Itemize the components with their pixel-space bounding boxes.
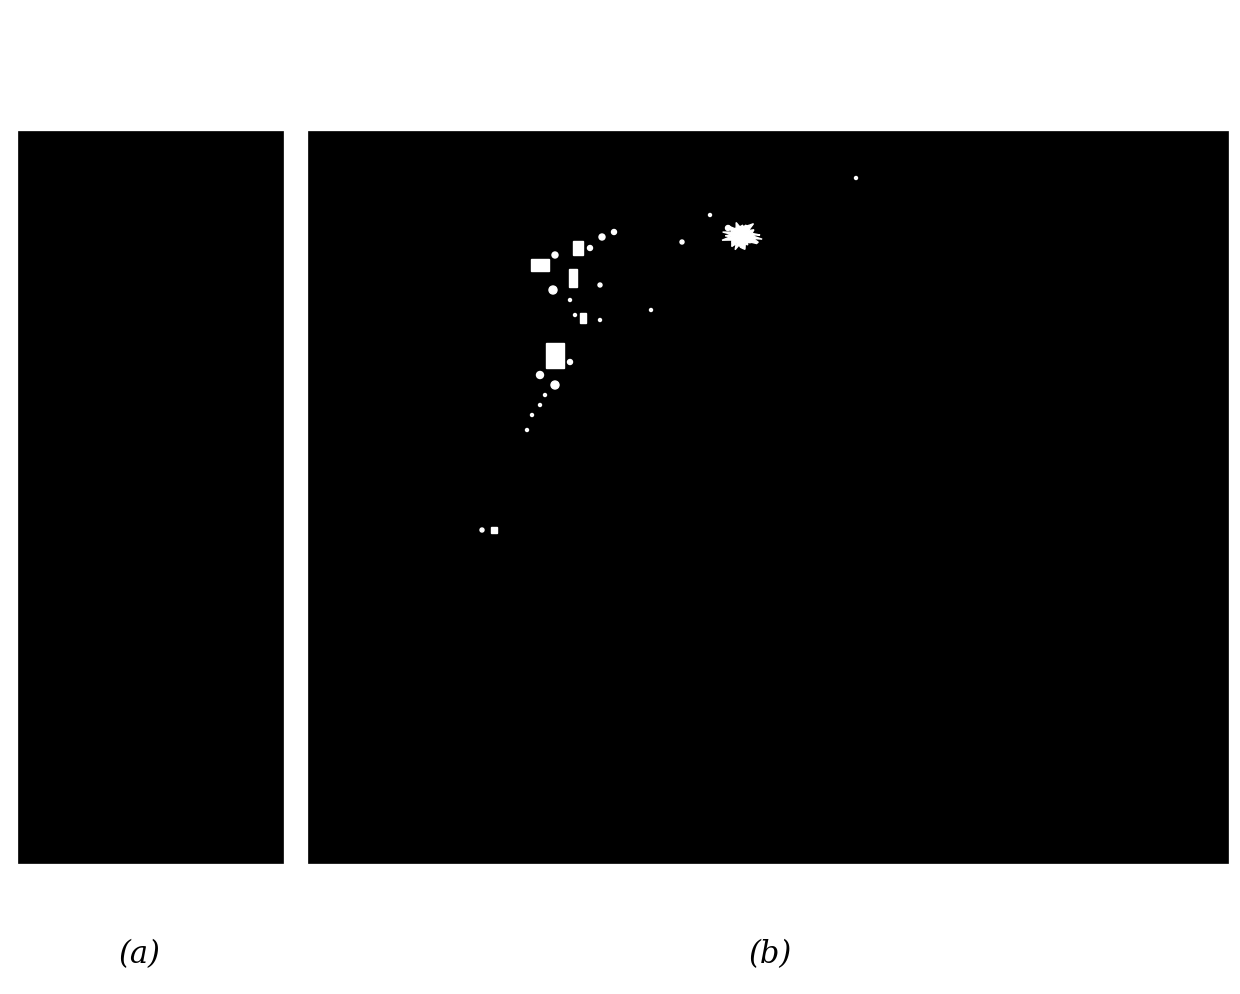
Circle shape xyxy=(599,234,605,240)
Circle shape xyxy=(537,372,543,379)
Bar xyxy=(546,343,564,368)
Text: (a): (a) xyxy=(119,939,161,970)
Bar xyxy=(569,269,577,287)
Circle shape xyxy=(526,428,528,431)
Circle shape xyxy=(568,360,573,365)
Bar xyxy=(580,313,587,323)
Circle shape xyxy=(568,298,572,301)
Circle shape xyxy=(650,308,652,311)
Bar xyxy=(531,259,549,271)
Bar xyxy=(491,527,497,533)
Bar xyxy=(19,131,283,863)
Circle shape xyxy=(598,283,601,287)
Circle shape xyxy=(725,226,730,231)
Circle shape xyxy=(543,394,547,397)
Circle shape xyxy=(531,414,533,416)
Bar xyxy=(308,131,1228,863)
Circle shape xyxy=(680,240,684,244)
Circle shape xyxy=(588,246,593,250)
Circle shape xyxy=(549,286,557,294)
Circle shape xyxy=(854,177,858,180)
Polygon shape xyxy=(722,223,763,249)
Circle shape xyxy=(611,230,616,235)
Bar xyxy=(573,241,583,255)
Circle shape xyxy=(480,528,484,532)
Circle shape xyxy=(551,381,559,389)
Text: (b): (b) xyxy=(749,939,791,970)
Circle shape xyxy=(708,214,712,217)
Circle shape xyxy=(538,404,542,407)
Circle shape xyxy=(552,252,558,258)
Circle shape xyxy=(599,318,601,321)
Circle shape xyxy=(573,313,577,316)
